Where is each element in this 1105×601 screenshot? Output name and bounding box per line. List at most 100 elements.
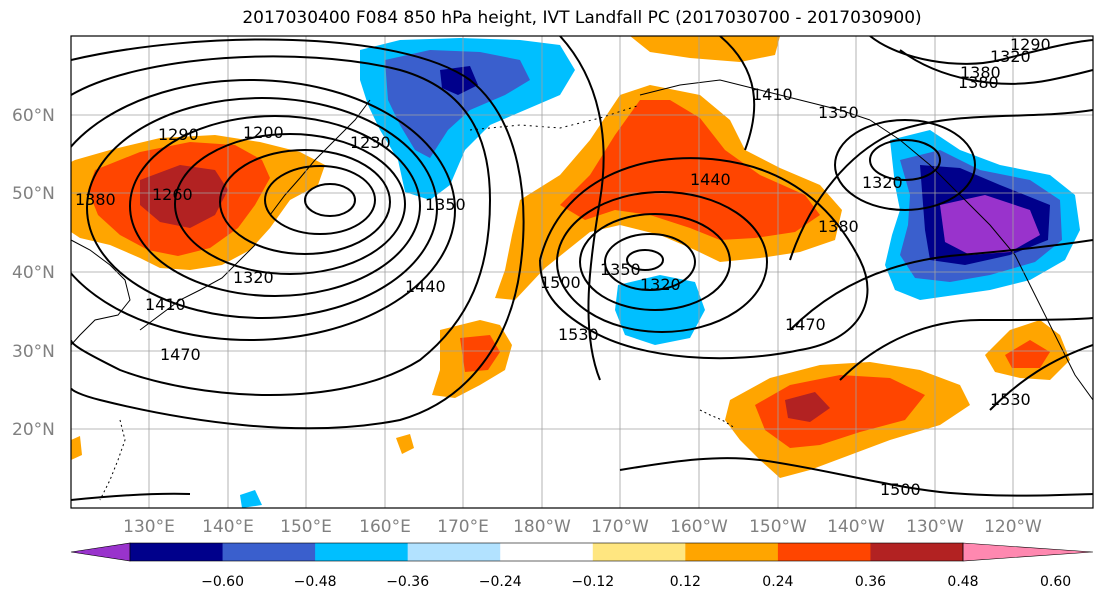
colorbar-tick-label: −0.36 <box>386 574 429 590</box>
contour-east-outer-2 <box>789 239 1093 331</box>
contour-west-outer-1 <box>71 55 492 396</box>
contour-label: 1320 <box>233 268 274 287</box>
contour-label: 1200 <box>243 123 284 142</box>
colorbar-segment <box>222 543 316 561</box>
contour-label: 1410 <box>145 295 186 314</box>
contour-label: 1320 <box>862 173 903 192</box>
colorbar-segment <box>407 543 501 561</box>
contour-label: 1230 <box>350 133 391 152</box>
coastline-alaska <box>639 79 871 121</box>
contour-east-outer-3 <box>839 317 1093 381</box>
contour-north-2 <box>899 49 1093 85</box>
contour-1500-sw <box>71 492 191 501</box>
coastline-japan <box>139 244 256 331</box>
contour-label: 1290 <box>158 125 199 144</box>
contour-labels: 1200 1230 1260 1290 1320 1350 1380 1410 … <box>75 35 1051 499</box>
colorbar-tick-label: 0.60 <box>1040 574 1071 590</box>
lat-label-40n: 40°N <box>12 263 55 283</box>
colorbar-extension-low <box>70 542 131 562</box>
contour-label: 1470 <box>160 345 201 364</box>
lon-label-130w: 130°W <box>906 517 964 537</box>
lon-label-170e: 170°E <box>437 517 489 537</box>
colorbar-segment <box>870 543 964 561</box>
contour-label: 1500 <box>540 273 581 292</box>
contour-east-outer-4 <box>989 344 1093 411</box>
contour-east-outer-1 <box>789 109 1093 261</box>
contour-central-3 <box>579 213 731 311</box>
contour-east-2 <box>834 119 976 211</box>
colorbar-tick-label: −0.60 <box>201 574 244 590</box>
contour-central-1 <box>626 249 664 271</box>
colorbar-tick-label: 0.24 <box>762 574 793 590</box>
lon-label-150w: 150°W <box>749 517 807 537</box>
lat-label-60n: 60°N <box>12 106 55 126</box>
contour-label: 1350 <box>818 103 859 122</box>
contour-label: 1320 <box>990 47 1031 66</box>
contour-label: 1500 <box>880 480 921 499</box>
contour-label: 1380 <box>818 217 859 236</box>
contour-ring-5 <box>129 115 421 297</box>
colorbar-segment <box>592 543 686 561</box>
ivt-region-subtropic-west-core <box>460 335 500 372</box>
ivt-region-north-strip <box>630 36 780 62</box>
lon-label-160e: 160°E <box>359 517 411 537</box>
contour-label: 1440 <box>405 277 446 296</box>
ivt-region-central-core <box>560 100 820 240</box>
coastline-hawaii <box>699 409 736 429</box>
map-title: 2017030400 F084 850 hPa height, IVT Land… <box>242 8 922 28</box>
lon-label-140w: 140°W <box>827 517 885 537</box>
contour-label: 1350 <box>425 195 466 214</box>
height-contours <box>71 36 1093 501</box>
lat-label-20n: 20°N <box>12 420 55 440</box>
colorbar-tick-label: 0.48 <box>947 574 978 590</box>
graticule <box>71 36 1093 508</box>
colorbar-extension-high <box>962 542 1094 562</box>
contour-central-outer-3 <box>719 36 756 151</box>
colorbar-tick-label: −0.12 <box>571 574 614 590</box>
map-border <box>70 35 1094 509</box>
coastline-aleutians <box>469 104 641 131</box>
coastline-nw-islands <box>99 419 126 501</box>
lon-label-180w: 180°W <box>513 517 571 537</box>
contour-central-4 <box>556 191 768 333</box>
contour-central-2 <box>604 233 696 291</box>
colorbar-segment <box>130 543 224 561</box>
contour-1500-south <box>619 457 1093 497</box>
colorbar-tick-label: −0.48 <box>294 574 337 590</box>
contour-ring-4 <box>174 133 406 275</box>
lon-label-120w: 120°W <box>984 517 1042 537</box>
longitude-labels: 130°E 140°E 150°E 160°E 170°E 180°W 170°… <box>123 517 1042 537</box>
contour-west-outer-2 <box>71 38 525 430</box>
contour-ring-7 <box>71 79 456 341</box>
lon-label-150e: 150°E <box>280 517 332 537</box>
contour-label: 1380 <box>75 190 116 209</box>
ivt-region-small-a <box>396 434 414 454</box>
colorbar-segment <box>500 543 594 561</box>
coastline-north-america <box>869 119 1093 401</box>
contour-ring-6 <box>86 97 438 319</box>
colorbar-tick-label: 0.36 <box>855 574 886 590</box>
contour-north-1 <box>869 36 1093 65</box>
contour-label: 1260 <box>152 185 193 204</box>
contour-ring-2 <box>264 165 376 235</box>
colorbar-tick-label: −0.24 <box>479 574 522 590</box>
contour-ring-1 <box>304 183 356 217</box>
contour-label: 1350 <box>600 260 641 279</box>
ivt-region-hawaii-core <box>755 375 925 448</box>
contour-label: 1320 <box>640 275 681 294</box>
contour-label: 1290 <box>1010 35 1051 54</box>
ivt-region-japan-peak <box>140 165 228 228</box>
contour-label: 1530 <box>990 390 1031 409</box>
ivt-region-small-b <box>71 436 82 460</box>
contour-label: 1410 <box>752 85 793 104</box>
lon-label-130e: 130°E <box>123 517 175 537</box>
contour-ring-3 <box>219 149 391 255</box>
lat-label-50n: 50°N <box>12 184 55 204</box>
colorbar-tick-label: 0.12 <box>670 574 701 590</box>
contour-label: 1380 <box>960 63 1001 82</box>
latitude-labels: 60°N 50°N 40°N 30°N 20°N <box>12 106 55 440</box>
coastlines <box>71 79 1093 501</box>
contour-label: 1380 <box>958 73 999 92</box>
ivt-region-baja-core <box>1005 340 1050 368</box>
